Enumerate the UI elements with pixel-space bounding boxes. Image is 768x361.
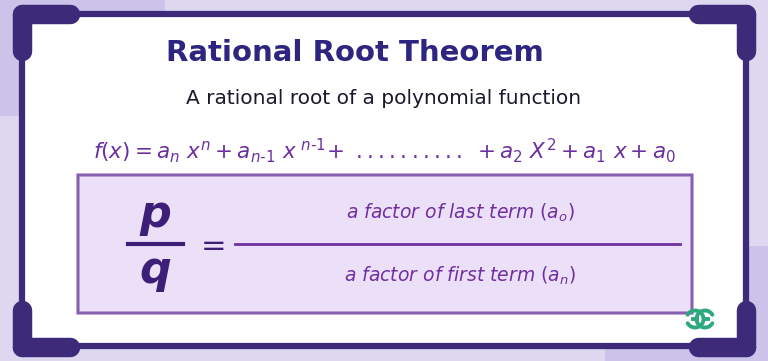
Text: $=$: $=$ (195, 230, 225, 258)
FancyBboxPatch shape (605, 246, 768, 361)
Text: $f(x) = a_n\ x^n + a_{n\text{-}1}\ x^{\ n\text{-}1}$$\!+\ ..........\ + a_2\ X^2: $f(x) = a_n\ x^n + a_{n\text{-}1}\ x^{\ … (93, 136, 675, 165)
FancyBboxPatch shape (78, 175, 692, 313)
FancyBboxPatch shape (22, 14, 746, 346)
Text: $\boldsymbol{q}$: $\boldsymbol{q}$ (139, 252, 171, 295)
Text: $\mathit{a\ factor\ of\ last\ term\ (a_o)}$: $\mathit{a\ factor\ of\ last\ term\ (a_o… (346, 202, 574, 224)
Text: $\boldsymbol{p}$: $\boldsymbol{p}$ (139, 195, 171, 238)
Text: $\mathit{a\ factor\ of\ first\ term\ (a_n)}$: $\mathit{a\ factor\ of\ first\ term\ (a_… (344, 265, 576, 287)
FancyBboxPatch shape (0, 0, 165, 116)
Text: A rational root of a polynomial function: A rational root of a polynomial function (187, 88, 581, 108)
Text: Rational Root Theorem: Rational Root Theorem (166, 39, 544, 67)
